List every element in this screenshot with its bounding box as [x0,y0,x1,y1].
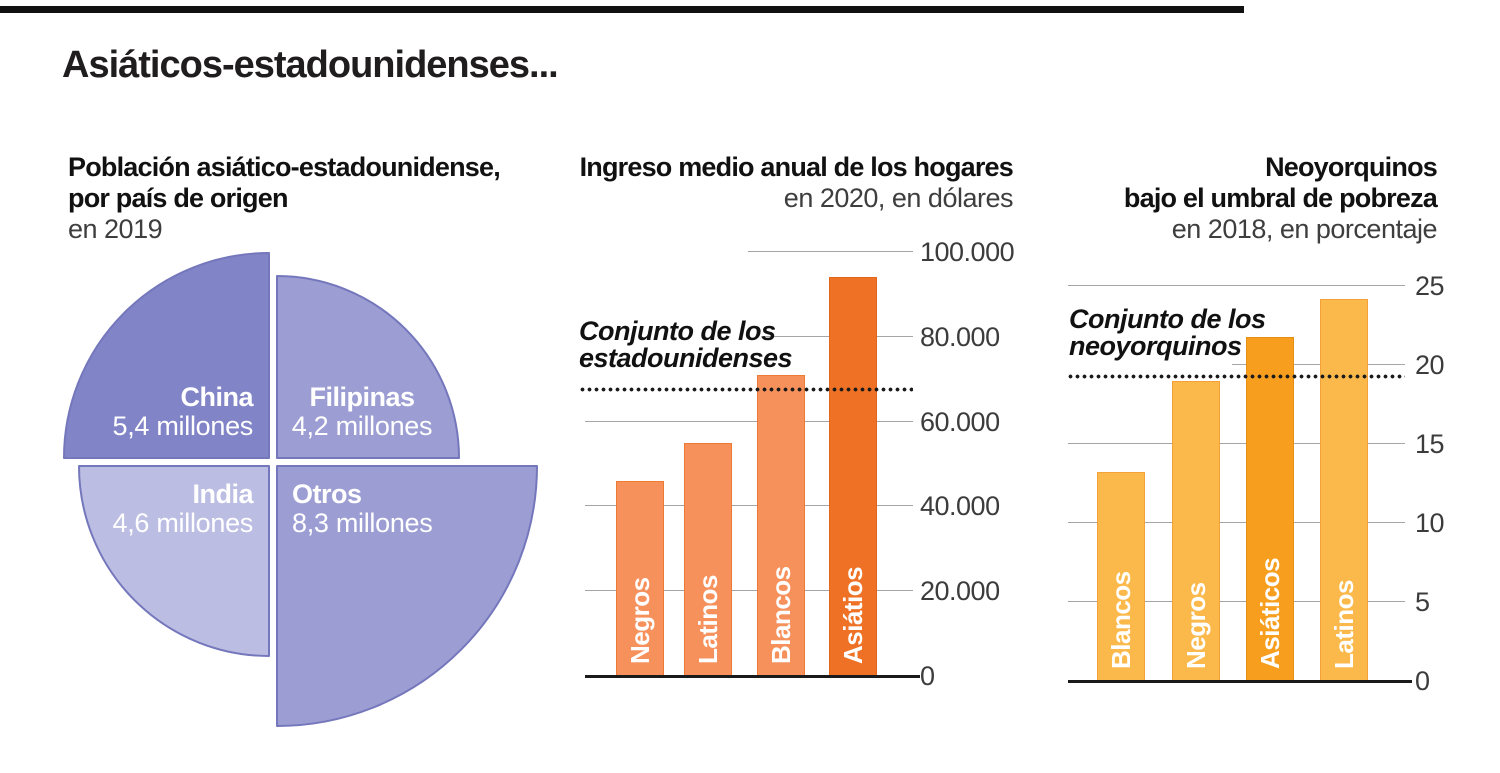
pie-slice-value: 4,2 millones [291,411,433,441]
poverty-subtitle: en 2018, en porcentaje [1171,214,1438,244]
pie-label-otros: Otros 8,3 millones [292,479,433,538]
pie-slice-name: China [180,382,253,412]
income-reference-annotation: Conjunto de los estadounidenses [579,316,793,373]
pie-label-india: India 4,6 millones [112,479,254,538]
pie-title-line2: por país de origen [68,183,288,213]
income-title: Ingreso medio anual de los hogares [579,152,1014,182]
pie-slice-value: 4,6 millones [112,508,254,538]
pie-label-china: China 5,4 millones [112,382,254,441]
top-rule [0,6,1244,13]
pie-slice-value: 8,3 millones [292,508,433,538]
poverty-chart-header: Neoyorquinos bajo el umbral de pobreza e… [1123,152,1438,245]
pie-subtitle: en 2019 [68,214,163,244]
pie-title-line1: Población asiático-estadounidense, [68,152,501,182]
annotation-line1: Conjunto de los [1069,304,1266,334]
pie-slice-otros [276,465,538,727]
annotation-line2: neoyorquinos [1069,330,1242,361]
annotation-line2: estadounidenses [579,342,793,373]
pie-slice-name: India [192,479,253,509]
pie-chart-header: Población asiático-estadounidense, por p… [68,152,501,245]
pie-label-filipinas: Filipinas 4,2 millones [262,383,462,441]
pie-slice-name: Otros [292,479,362,509]
pie-slice-china [63,252,270,459]
income-subtitle: en 2020, en dólares [783,183,1014,213]
income-chart-header: Ingreso medio anual de los hogares en 20… [579,152,1014,214]
pie-slice-india [78,465,270,657]
poverty-title-line1: Neoyorquinos [1265,152,1438,182]
pie-slice-name: Filipinas [309,382,415,412]
annotation-line1: Conjunto de los [579,316,776,346]
main-title: Asiáticos-estadounidenses... [62,44,559,86]
pie-slice-value: 5,4 millones [112,411,254,441]
poverty-reference-annotation: Conjunto de los neoyorquinos [1069,304,1266,361]
pie-slice-filipinas [276,275,460,459]
poverty-title-line2: bajo el umbral de pobreza [1123,183,1438,213]
